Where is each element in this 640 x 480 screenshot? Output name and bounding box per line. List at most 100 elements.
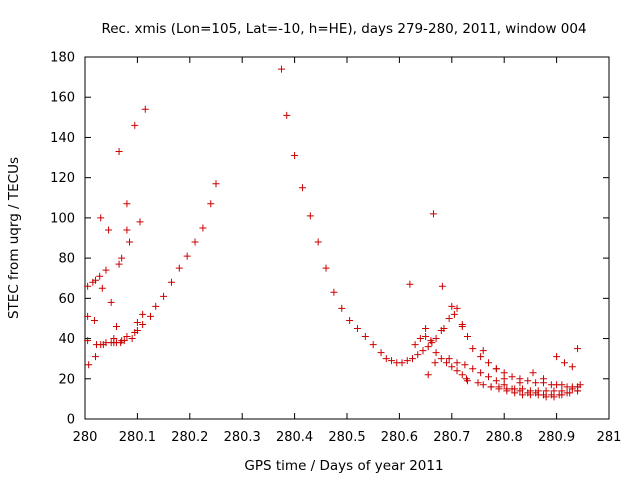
data-point [403, 357, 411, 365]
data-point [107, 298, 115, 306]
data-point [398, 359, 406, 367]
data-point [542, 387, 550, 395]
data-point [90, 316, 98, 324]
y-tick-label: 140 [50, 131, 75, 146]
data-point [448, 363, 456, 371]
data-point [469, 365, 477, 373]
data-point [469, 345, 477, 353]
data-point [141, 105, 149, 113]
data-points [84, 65, 584, 401]
data-point [314, 238, 322, 246]
data-point [558, 381, 566, 389]
data-point [91, 353, 99, 361]
data-point [524, 377, 532, 385]
data-point [443, 359, 451, 367]
data-point [133, 327, 141, 335]
data-point [115, 260, 123, 268]
data-point [98, 284, 106, 292]
data-point [110, 335, 118, 343]
data-point [484, 359, 492, 367]
y-tick-label: 180 [50, 51, 75, 66]
data-point [445, 355, 453, 363]
data-point [429, 210, 437, 218]
data-point [477, 369, 485, 377]
data-point [450, 310, 458, 318]
x-tick-label: 281 [597, 430, 622, 445]
data-point [553, 353, 561, 361]
data-point [568, 363, 576, 371]
data-point [118, 254, 126, 262]
chart-title: Rec. xmis (Lon=105, Lat=-10, h=HE), days… [101, 21, 586, 37]
data-point [448, 302, 456, 310]
data-point [453, 367, 461, 375]
data-point [474, 379, 482, 387]
data-point [126, 238, 134, 246]
data-point [160, 292, 168, 300]
x-tick-label: 280.5 [328, 430, 365, 445]
y-tick-label: 0 [67, 413, 75, 428]
data-point [353, 325, 361, 332]
data-point [118, 337, 126, 345]
data-point [503, 387, 511, 395]
x-axis: 280 280.1 280.2 280.3 280.4 280.5 280.6 280.7 28… [73, 57, 622, 445]
data-point [453, 304, 461, 312]
data-point [212, 180, 220, 188]
data-point [338, 304, 346, 312]
data-point [406, 280, 414, 288]
data-point [519, 391, 527, 399]
y-tick-label: 100 [50, 211, 75, 226]
data-point [167, 278, 175, 286]
data-point [500, 381, 508, 389]
data-point [458, 371, 466, 379]
y-tick-label: 120 [50, 171, 75, 186]
data-point [542, 393, 550, 401]
data-point [361, 333, 369, 341]
data-point [495, 385, 503, 393]
data-point [568, 385, 576, 393]
data-point [484, 373, 492, 381]
y-tick-label: 20 [58, 372, 75, 387]
data-point [445, 314, 453, 322]
data-point [147, 312, 154, 320]
data-point [414, 351, 422, 359]
data-point [298, 184, 306, 192]
data-point [199, 224, 207, 232]
data-point [96, 272, 104, 280]
data-point [346, 316, 354, 324]
data-point [508, 373, 516, 381]
data-point [427, 337, 435, 345]
data-point [540, 375, 547, 383]
data-point [152, 302, 160, 310]
y-axis-label: STEC from uqrg / TECUs [6, 157, 22, 319]
data-point [566, 389, 574, 397]
data-point [422, 325, 430, 332]
data-point [84, 312, 92, 320]
data-point [453, 359, 461, 367]
data-point [529, 369, 537, 377]
data-point [128, 335, 136, 343]
y-tick-label: 80 [58, 252, 75, 267]
data-point [574, 345, 582, 353]
data-point [424, 371, 432, 379]
data-point [388, 357, 396, 365]
data-point [112, 339, 120, 347]
data-point [136, 218, 144, 226]
x-tick-label: 280.3 [224, 430, 261, 445]
data-point [91, 276, 99, 284]
data-point [133, 318, 141, 326]
data-point [306, 212, 314, 220]
data-point [516, 379, 524, 387]
x-tick-label: 280 [73, 430, 98, 445]
data-point [84, 337, 92, 345]
data-point [105, 226, 113, 234]
data-point [500, 375, 508, 383]
data-point [382, 355, 390, 363]
data-point [291, 152, 299, 160]
x-tick-label: 280.7 [433, 430, 470, 445]
x-tick-label: 280.6 [381, 430, 418, 445]
data-point [477, 353, 485, 361]
x-tick-label: 280.1 [119, 430, 156, 445]
data-point [123, 333, 131, 341]
data-point [419, 347, 427, 355]
